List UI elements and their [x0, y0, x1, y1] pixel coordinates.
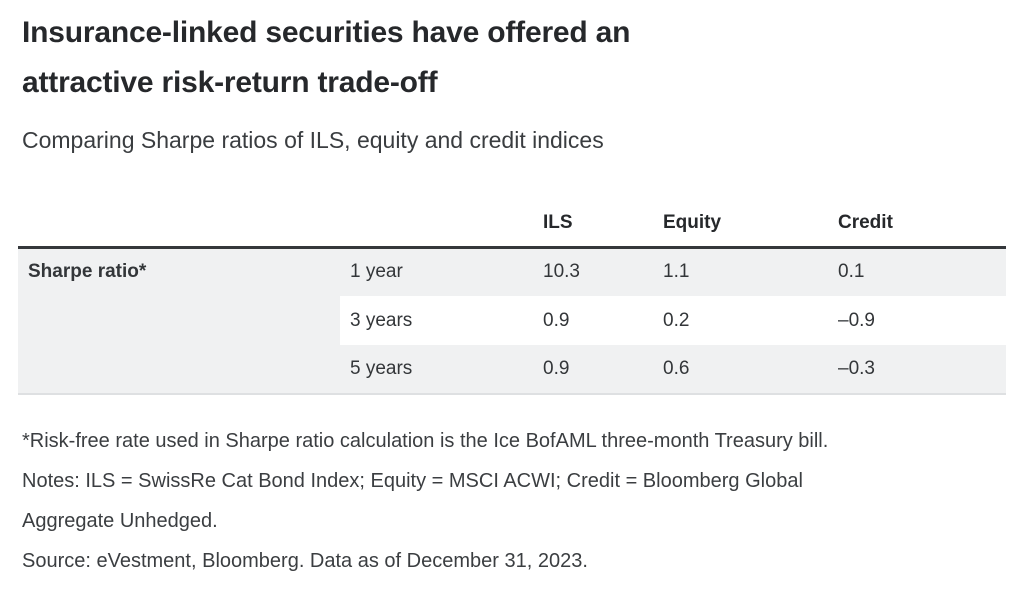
value-ils-3-years: 0.9 — [533, 296, 653, 345]
period-cell-5-years: 5 years — [340, 345, 533, 395]
value-credit-3-years: –0.9 — [828, 296, 1006, 345]
period-cell-1-year: 1 year — [340, 247, 533, 296]
column-header-credit: Credit — [828, 201, 1006, 249]
footnotes: *Risk-free rate used in Sharpe ratio cal… — [22, 421, 852, 581]
value-credit-5-years: –0.3 — [828, 345, 1006, 395]
table-row: 3 years 0.9 0.2 –0.9 — [18, 296, 1006, 345]
value-credit-1-year: 0.1 — [828, 247, 1006, 296]
chart-title-line-2: attractive risk-return trade-off — [22, 66, 438, 99]
row-group-label: Sharpe ratio* — [18, 247, 340, 395]
column-header-ils: ILS — [533, 201, 653, 249]
chart-subtitle: Comparing Sharpe ratios of ILS, equity a… — [22, 127, 604, 153]
footnote-risk-free-rate: *Risk-free rate used in Sharpe ratio cal… — [22, 430, 829, 452]
footnote-source: Source: eVestment, Bloomberg. Data as of… — [22, 550, 588, 572]
sharpe-ratio-table: ILS Equity Credit Sharpe ratio* 1 year 1… — [18, 201, 1006, 395]
column-header-equity: Equity — [653, 201, 828, 249]
period-cell-3-years: 3 years — [340, 296, 533, 345]
value-equity-5-years: 0.6 — [653, 345, 828, 395]
table-row: Sharpe ratio* 1 year 10.3 1.1 0.1 — [18, 247, 1006, 395]
chart-title: Insurance-linked securities have offered… — [22, 8, 1024, 108]
value-equity-3-years: 0.2 — [653, 296, 828, 345]
header-spacer-label — [18, 201, 340, 249]
value-ils-1-year: 10.3 — [533, 247, 653, 296]
value-equity-1-year: 1.1 — [653, 247, 828, 296]
table-header-row: ILS Equity Credit — [18, 201, 1006, 249]
value-ils-5-years: 0.9 — [533, 345, 653, 395]
header-spacer-period — [340, 201, 533, 249]
chart-title-line-1: Insurance-linked securities have offered… — [22, 16, 631, 49]
chart-header: Insurance-linked securities have offered… — [0, 0, 1024, 155]
footnote-index-definitions: Notes: ILS = SwissRe Cat Bond Index; Equ… — [22, 470, 803, 532]
table-row: 5 years 0.9 0.6 –0.3 — [18, 345, 1006, 395]
